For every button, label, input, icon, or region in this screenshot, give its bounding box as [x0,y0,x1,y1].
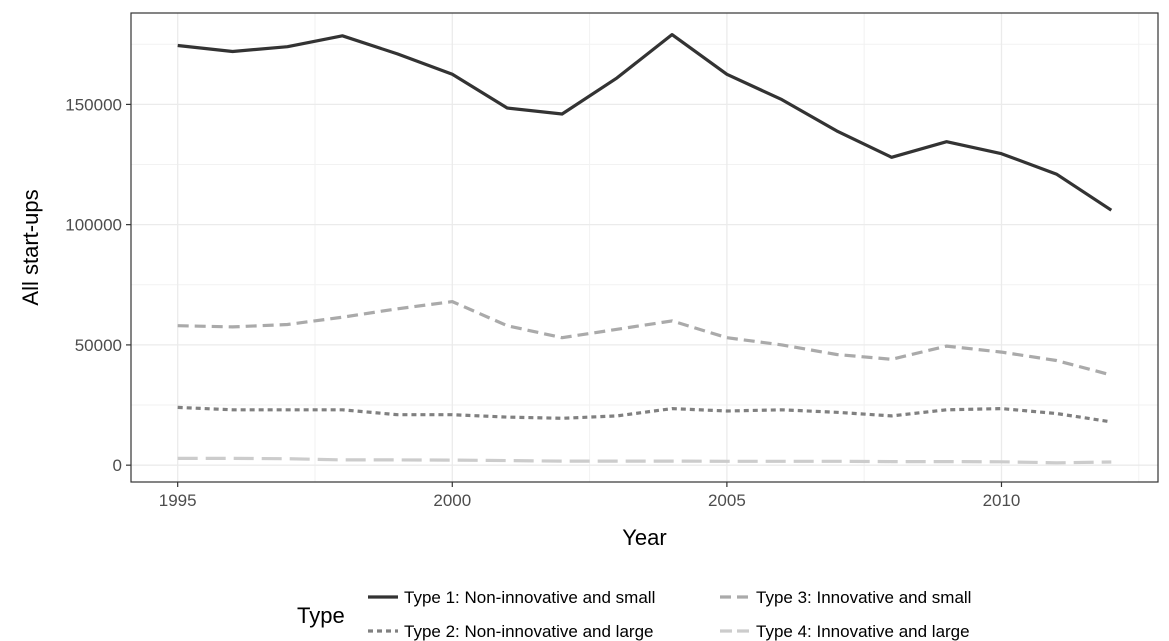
y-axis: 0 50000 100000 150000 [65,95,131,475]
y-axis-title: All start-ups [18,189,43,305]
y-tick-label: 50000 [75,336,122,355]
y-tick-label: 100000 [65,216,122,235]
x-axis-title: Year [622,525,666,550]
series-line-type-4 [177,456,1112,465]
x-tick-label: 2005 [708,491,746,510]
y-tick-label: 0 [113,456,122,475]
series-line-type-2 [177,405,1112,424]
series-lines [177,32,1113,465]
x-tick-label: 2000 [433,491,471,510]
legend-label-type-2: Type 2: Non-innovative and large [404,622,654,641]
x-tick-label: 2010 [983,491,1021,510]
series-line-type-1 [177,32,1113,212]
y-tick-label: 150000 [65,95,122,114]
plot-border [130,12,1159,483]
legend-items: Type 1: Non-innovative and small Type 2: … [368,588,971,641]
legend-title: Type [297,603,345,628]
grid-lines [131,13,1158,482]
legend: Type Type 1: Non-innovative and smallTyp… [297,588,971,641]
x-tick-label: 1995 [159,491,197,510]
legend-label-type-4: Type 4: Innovative and large [756,622,970,641]
x-axis: 1995 2000 2005 2010 [159,482,1021,510]
legend-label-type-3: Type 3: Innovative and small [756,588,971,607]
plot-panel [131,13,1158,482]
series-line-type-3 [177,300,1112,377]
legend-label-type-1: Type 1: Non-innovative and small [404,588,655,607]
